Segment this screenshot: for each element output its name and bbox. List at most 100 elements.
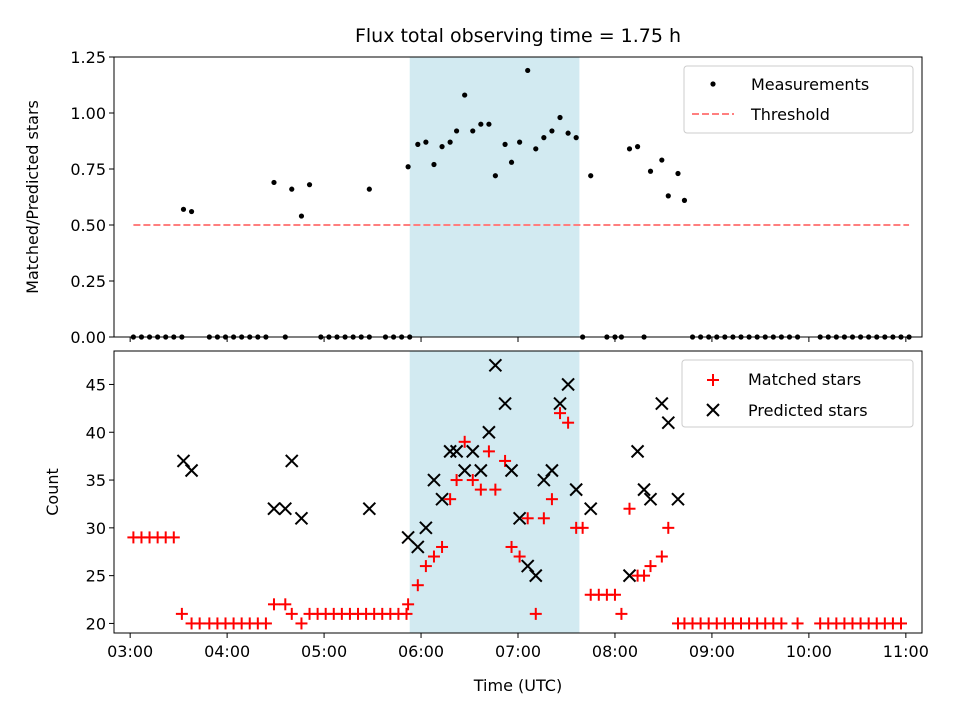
- x-stroke: [661, 415, 675, 430]
- predicted-stars-point: [184, 463, 199, 478]
- x-stroke: [411, 540, 425, 554]
- measurement-point: [453, 128, 460, 134]
- measurement-point: [565, 130, 571, 136]
- measurement-point: [549, 128, 555, 134]
- y-tick-label: 1.00: [70, 104, 106, 123]
- matched-stars-point: [505, 540, 518, 553]
- measurement-point: [626, 146, 633, 152]
- legend-matched-marker: [707, 374, 719, 386]
- count-legend-box: [681, 359, 914, 428]
- observing-span-shade: [409, 57, 580, 337]
- x-stroke: [630, 444, 645, 459]
- matched-stars-point: [259, 617, 272, 630]
- x-stroke: [622, 568, 637, 583]
- predicted-stars-point: [545, 463, 559, 478]
- matched-stars-point: [554, 407, 567, 420]
- predicted-stars-point: [512, 511, 527, 525]
- predicted-stars-point: [294, 511, 309, 525]
- x-stroke: [584, 502, 598, 516]
- matched-stars-point: [489, 483, 502, 496]
- predicted-stars-point: [278, 502, 293, 516]
- measurement-point: [289, 186, 295, 192]
- x-stroke: [278, 502, 293, 516]
- measurement-point: [470, 128, 476, 134]
- measurement-point: [541, 135, 547, 141]
- matched-stars-point: [450, 474, 463, 487]
- y-tick-label: 0.00: [70, 328, 106, 347]
- matched-stars-point: [436, 540, 449, 553]
- measurement-point: [525, 67, 531, 74]
- matched-stars-point: [638, 569, 651, 582]
- count-panel: 20 25 30 35 40 45 03:00 04:00 05:00 06:00 07:00 08…: [43, 350, 929, 695]
- x-stroke: [427, 473, 441, 487]
- x-tick-label: 04:00: [204, 642, 250, 661]
- x-stroke: [435, 492, 449, 506]
- predicted-stars-point: [176, 454, 191, 468]
- matched-stars-point: [608, 588, 621, 601]
- x-stroke: [637, 482, 651, 497]
- predicted-stars-point: [482, 425, 496, 439]
- x-stroke: [457, 463, 472, 478]
- x-tick-label: 03:00: [107, 642, 153, 661]
- predicted-stars-point: [643, 492, 658, 506]
- matched-stars-point: [521, 512, 534, 525]
- measurement-point: [439, 144, 445, 150]
- x-stroke: [482, 425, 496, 439]
- x-tick-label: 11:00: [883, 642, 929, 661]
- y-tick-label: 0.50: [70, 216, 106, 235]
- count-y-ticks: 20 25 30 35 40 45: [86, 375, 114, 633]
- ratio-panel: 0.00 0.25 0.50 0.75 1.00 1.25 Flux total obse…: [23, 25, 923, 347]
- legend-matched-label: Matched stars: [748, 370, 861, 389]
- measurement-point: [462, 92, 468, 98]
- x-axis-label: Time (UTC): [473, 676, 562, 695]
- x-stroke: [529, 568, 543, 583]
- measurement-point: [306, 182, 313, 188]
- x-stroke: [545, 463, 559, 478]
- x-stroke: [643, 492, 658, 506]
- count-series: [127, 358, 907, 630]
- matched-stars-point: [167, 531, 180, 544]
- x-stroke: [267, 502, 281, 516]
- legend-measurements-label: Measurements: [751, 75, 869, 94]
- measurement-point: [588, 173, 594, 179]
- x-stroke: [671, 492, 685, 506]
- matched-stars-point: [175, 607, 188, 620]
- predicted-stars-point: [427, 473, 441, 487]
- predicted-stars-point: [561, 377, 575, 392]
- predicted-stars-point: [362, 502, 377, 516]
- measurement-point: [659, 157, 665, 163]
- matched-stars-point: [279, 598, 292, 611]
- matched-stars-point: [513, 550, 526, 563]
- predicted-stars-point: [466, 444, 480, 459]
- measurement-point: [366, 186, 372, 192]
- predicted-stars-point: [671, 492, 685, 506]
- predicted-stars-point: [637, 482, 651, 497]
- matched-stars-point: [474, 483, 487, 496]
- measurement-point: [447, 139, 453, 145]
- measurement-point: [478, 121, 484, 127]
- predicted-stars-point: [584, 502, 598, 516]
- measurement-point: [431, 161, 437, 168]
- matched-stars-point: [623, 502, 636, 515]
- legend-predicted-marker: [706, 403, 720, 417]
- predicted-stars-point: [569, 482, 583, 497]
- matched-stars-point: [295, 617, 308, 630]
- x-stroke: [504, 463, 519, 478]
- x-tick-label: 07:00: [495, 642, 541, 661]
- measurement-point: [405, 164, 411, 170]
- matched-stars-point: [529, 607, 542, 620]
- count-x-ticks: 03:00 04:00 05:00 06:00 07:00 08:00 09:00 10:00…: [107, 633, 929, 661]
- predicted-stars-point: [622, 568, 637, 583]
- count-legend: Matched stars Predicted stars: [681, 359, 914, 428]
- predicted-stars-point: [630, 444, 645, 459]
- matched-stars-point: [644, 560, 657, 573]
- matched-stars-point: [400, 607, 413, 620]
- predicted-stars-point: [498, 396, 512, 411]
- matched-stars-point: [458, 435, 471, 448]
- predicted-stars-point: [443, 444, 457, 459]
- measurement-point: [681, 197, 688, 203]
- measurement-point: [492, 173, 498, 179]
- x-stroke: [553, 396, 567, 411]
- legend-predicted-label: Predicted stars: [748, 401, 868, 420]
- legend-measurements-marker: [710, 81, 716, 87]
